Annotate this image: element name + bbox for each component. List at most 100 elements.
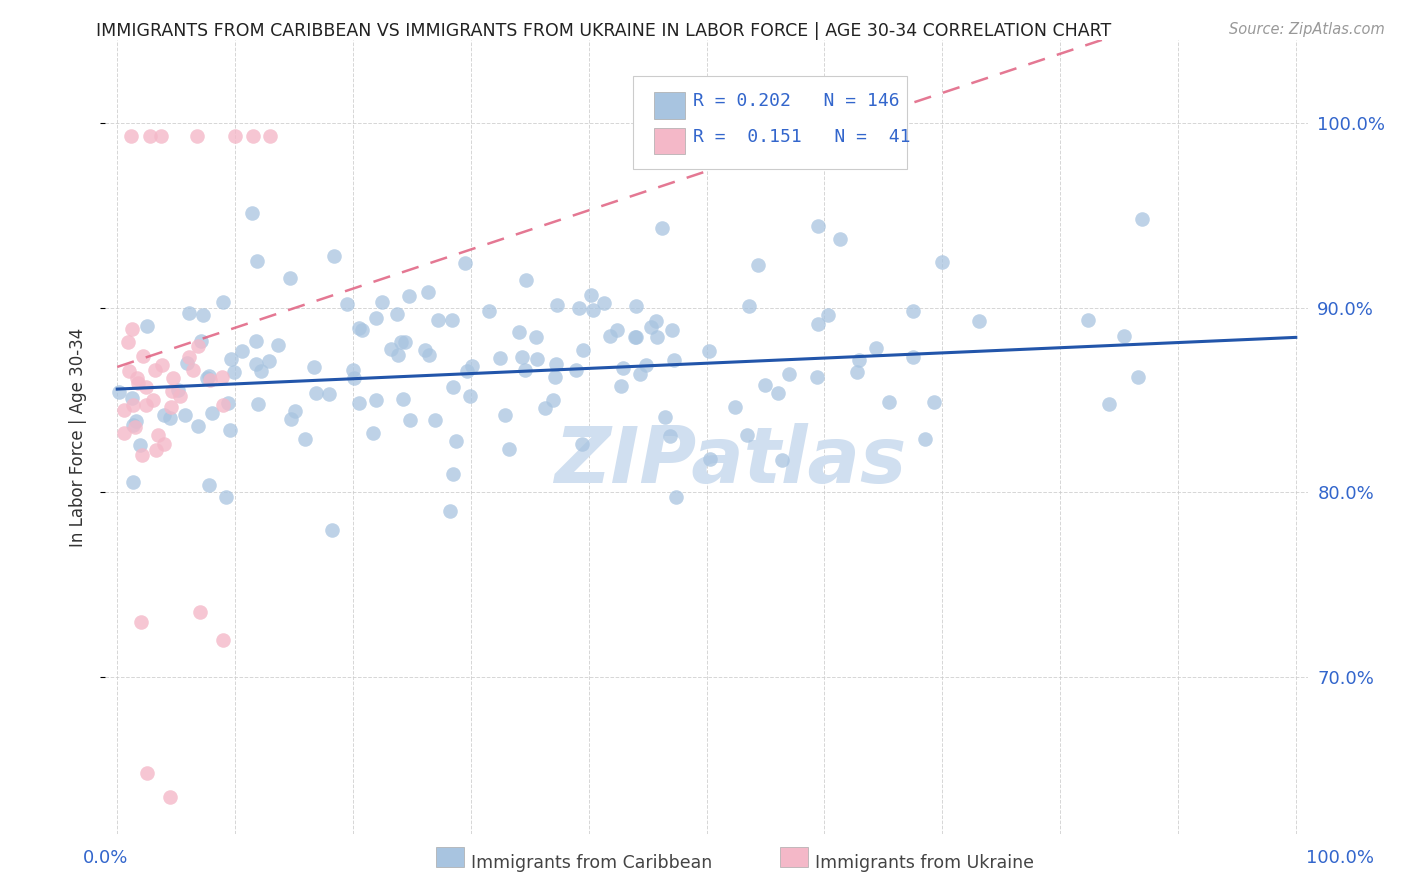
Point [488,351,510,366]
Point [699,452,721,467]
Text: Immigrants from Ukraine: Immigrants from Ukraine [815,855,1035,872]
Point [187,339,209,353]
Point [454,256,477,270]
Point [177,350,200,364]
Point [662,353,685,368]
Point [129,615,152,629]
Point [124,419,146,434]
Text: IMMIGRANTS FROM CARIBBEAN VS IMMIGRANTS FROM UKRAINE IN LABOR FORCE | AGE 30-34 : IMMIGRANTS FROM CARIBBEAN VS IMMIGRANTS … [96,22,1111,40]
Point [145,362,167,376]
Point [127,376,149,391]
Point [387,348,409,362]
Point [278,271,301,285]
Point [830,232,852,246]
Point [302,360,325,375]
Point [606,322,628,336]
Point [515,273,537,287]
Point [626,330,648,344]
Text: 0.0%: 0.0% [83,849,128,867]
Point [153,408,176,422]
Point [361,425,384,440]
Point [246,253,269,268]
Point [350,323,373,337]
Point [441,312,464,326]
Text: 100.0%: 100.0% [1306,849,1374,867]
Point [543,392,565,407]
Point [458,389,481,403]
Point [592,296,614,310]
Point [385,307,408,321]
Point [122,399,145,413]
Point [347,320,370,334]
Point [246,397,269,411]
Point [534,401,557,416]
Point [427,313,450,327]
Point [266,338,288,352]
Point [572,343,595,357]
Point [807,219,830,234]
Point [599,328,621,343]
Point [201,406,224,420]
Point [294,432,316,446]
Point [418,348,440,362]
Point [149,129,172,144]
Point [581,303,603,318]
Point [877,395,900,409]
Point [245,358,267,372]
Point [242,206,264,220]
Point [579,288,602,302]
Y-axis label: In Labor Force | Age 30-34: In Labor Force | Age 30-34 [69,327,87,547]
Point [145,442,167,457]
Point [645,329,668,343]
Point [661,323,683,337]
Point [187,418,209,433]
Point [565,362,588,376]
Point [217,396,239,410]
Point [568,301,591,316]
Point [1098,397,1121,411]
Point [498,442,520,457]
Point [651,220,673,235]
Point [176,356,198,370]
Point [190,334,212,349]
Point [188,606,211,620]
Point [654,409,676,424]
Point [544,357,567,371]
Point [127,371,149,385]
Point [242,129,264,144]
Point [222,365,245,379]
Point [160,401,183,415]
Point [394,335,416,350]
Point [766,386,789,401]
Point [135,766,157,780]
Point [135,398,157,412]
Point [160,384,183,399]
Point [903,304,925,318]
Point [392,392,415,406]
Point [212,398,235,412]
Point [120,129,142,144]
Point [169,389,191,403]
Point [128,438,150,452]
Point [245,334,267,348]
Point [510,351,533,365]
Point [778,367,800,381]
Text: Source: ZipAtlas.com: Source: ZipAtlas.com [1229,22,1385,37]
Point [159,410,181,425]
Point [198,478,221,492]
Text: R =  0.151   N =  41: R = 0.151 N = 41 [693,128,911,145]
Point [191,308,214,322]
Point [399,413,422,427]
Point [634,359,657,373]
Point [131,448,153,462]
Point [380,342,402,356]
Point [257,354,280,368]
Point [461,359,484,373]
Point [697,343,720,358]
Point [848,352,870,367]
Text: ZIPatlas: ZIPatlas [554,423,907,499]
Point [318,386,340,401]
Point [159,790,181,805]
Point [612,361,634,376]
Point [546,298,568,312]
